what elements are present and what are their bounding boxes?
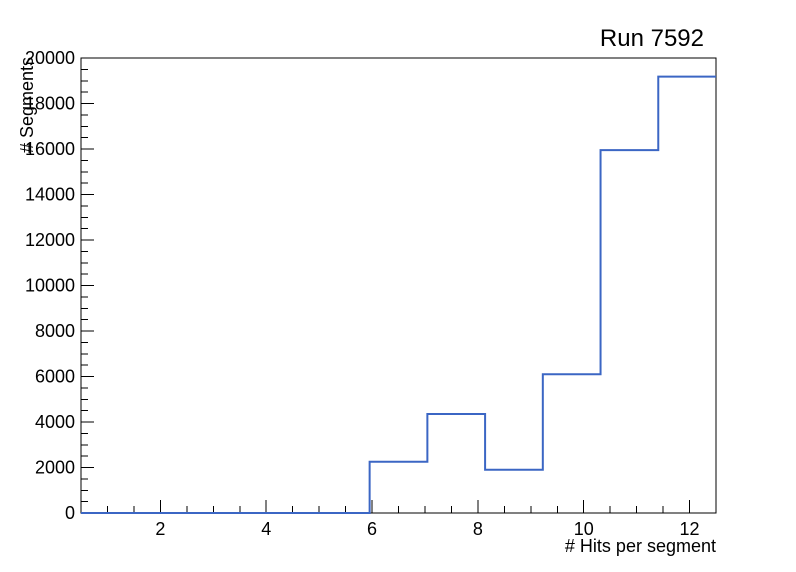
y-tick-label: 4000 [35, 412, 75, 432]
x-tick-label: 4 [261, 519, 271, 539]
plot-title: Run 7592 [600, 25, 704, 52]
x-tick-label: 8 [473, 519, 483, 539]
histogram-line [81, 75, 716, 514]
y-tick-label: 0 [65, 503, 75, 523]
x-axis-title: # Hits per segment [565, 536, 716, 556]
y-tick-label: 18000 [25, 94, 75, 114]
x-tick-label: 2 [155, 519, 165, 539]
axis-tick-labels: 2 4 6 8 10 12 0 2000 4000 6000 8000 10000 12000 14000… [25, 48, 700, 539]
y-tick-label: 14000 [25, 185, 75, 205]
y-tick-label: 6000 [35, 367, 75, 387]
y-axis-title: # Segments [17, 57, 37, 153]
y-tick-label: 12000 [25, 230, 75, 250]
y-tick-label: 20000 [25, 48, 75, 68]
y-tick-label: 16000 [25, 139, 75, 159]
x-tick-label: 10 [574, 519, 594, 539]
y-tick-label: 2000 [35, 458, 75, 478]
plot-frame [80, 57, 717, 514]
y-tick-label: 10000 [25, 276, 75, 296]
axis-ticks [81, 57, 691, 514]
x-tick-label: 12 [680, 519, 700, 539]
y-tick-label: 8000 [35, 321, 75, 341]
x-tick-label: 6 [367, 519, 377, 539]
